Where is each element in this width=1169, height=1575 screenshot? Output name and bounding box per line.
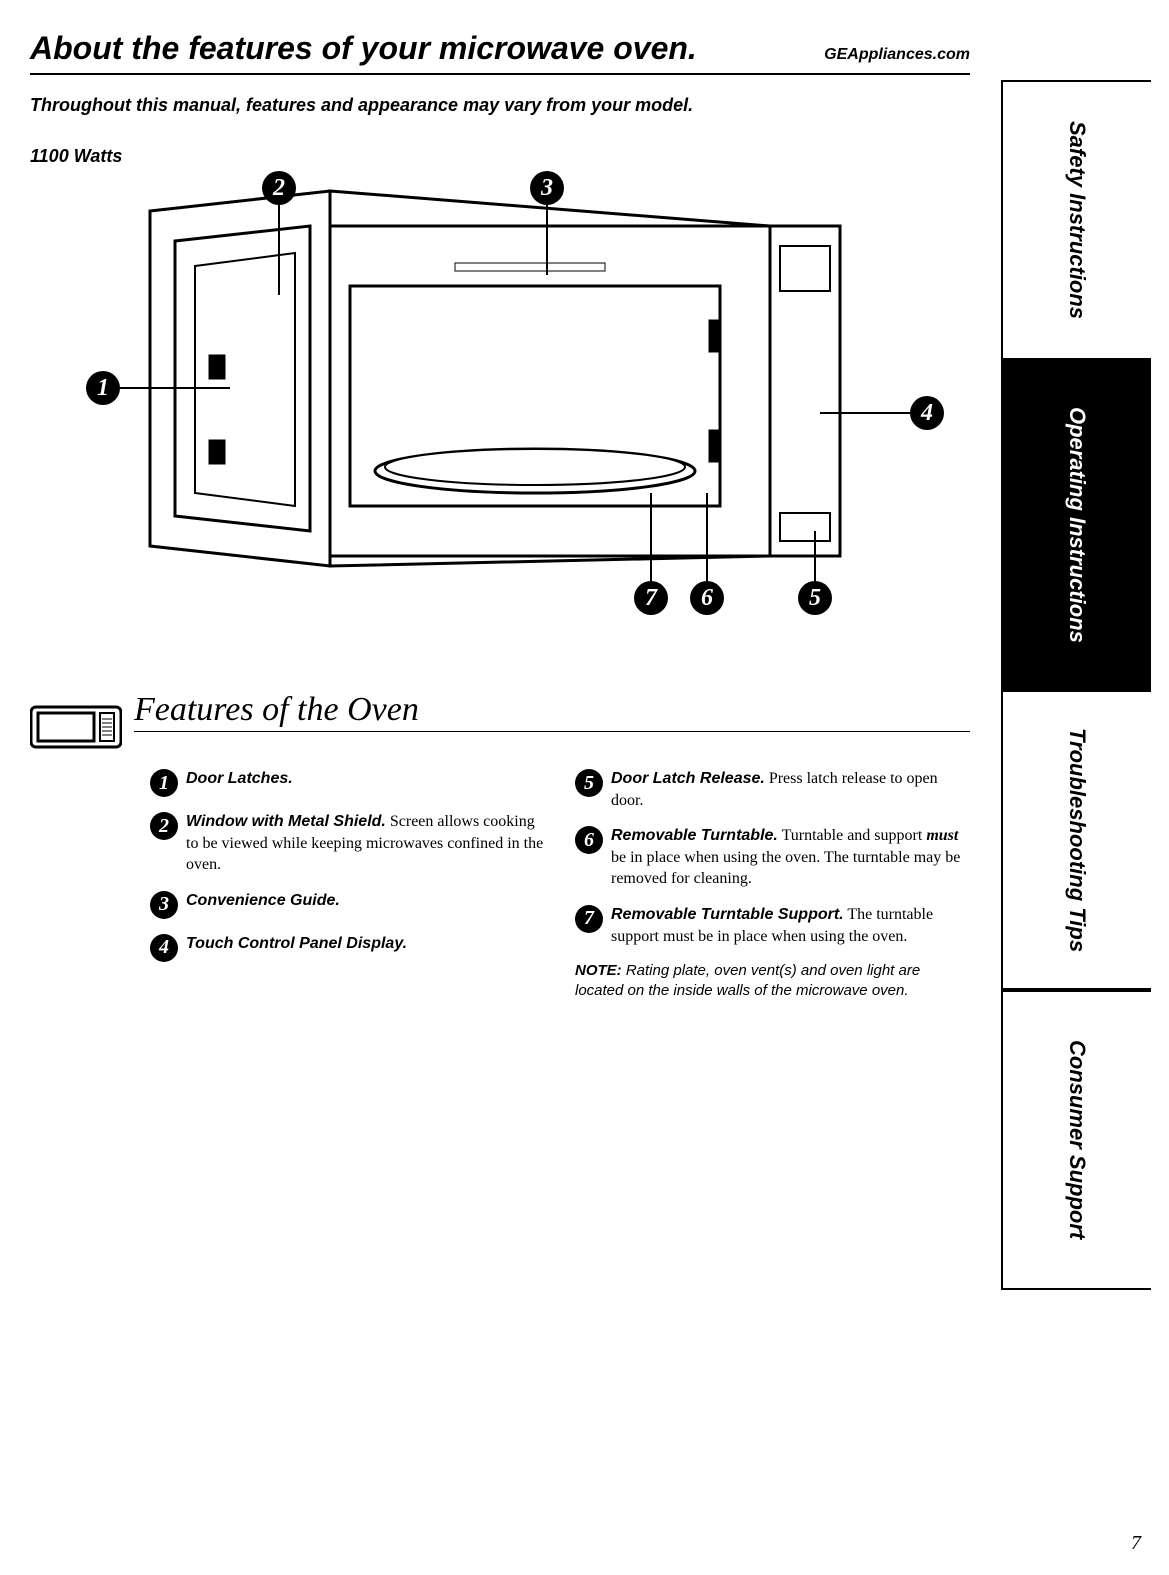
- feature-item-7: 7 Removable Turntable Support. The turnta…: [575, 904, 970, 947]
- side-tab-operating-instructions[interactable]: Operating Instructions: [1001, 360, 1151, 690]
- feature-bullet: 2: [150, 812, 178, 840]
- feature-em: must: [926, 827, 958, 844]
- feature-label: Removable Turntable.: [611, 827, 778, 844]
- feature-bullet: 4: [150, 934, 178, 962]
- brand-url: GEAppliances.com: [824, 46, 970, 64]
- callout-leader-6: [706, 493, 708, 581]
- callout-5: 5: [798, 581, 832, 615]
- feature-item-6: 6 Removable Turntable. Turntable and supp…: [575, 825, 970, 890]
- side-tab-consumer-support[interactable]: Consumer Support: [1001, 990, 1151, 1290]
- feature-label: Removable Turntable Support.: [611, 906, 844, 923]
- callout-leader-2: [278, 205, 280, 295]
- callout-1: 1: [86, 371, 120, 405]
- microwave-svg: [30, 171, 950, 631]
- note-label: NOTE:: [575, 962, 622, 979]
- callout-leader-1: [120, 387, 230, 389]
- section-title: Features of the Oven: [134, 691, 970, 732]
- feature-bullet: 6: [575, 826, 603, 854]
- feature-bullet: 5: [575, 769, 603, 797]
- callout-7: 7: [634, 581, 668, 615]
- feature-text: Window with Metal Shield. Screen allows …: [186, 811, 545, 876]
- feature-bullet: 1: [150, 769, 178, 797]
- feature-text: Door Latches.: [186, 768, 293, 790]
- side-tab-troubleshooting-tips[interactable]: Troubleshooting Tips: [1001, 690, 1151, 990]
- feature-item-3: 3 Convenience Guide.: [150, 890, 545, 919]
- microwave-diagram: 1 2 3 4 5 67: [30, 171, 950, 631]
- note: NOTE: Rating plate, oven vent(s) and ove…: [575, 961, 970, 1002]
- callout-leader-3: [546, 205, 548, 275]
- side-tab-safety-instructions[interactable]: Safety Instructions: [1001, 80, 1151, 360]
- feature-label: Touch Control Panel Display.: [186, 935, 407, 952]
- callout-2: 2: [262, 171, 296, 205]
- callout-leader-4: [820, 412, 910, 414]
- feature-text: Touch Control Panel Display.: [186, 933, 407, 955]
- feature-item-5: 5 Door Latch Release. Press latch release…: [575, 768, 970, 811]
- callout-leader-7: [650, 493, 652, 581]
- page-title: About the features of your microwave ove…: [30, 30, 697, 67]
- feature-item-1: 1 Door Latches.: [150, 768, 545, 797]
- callout-6: 6: [690, 581, 724, 615]
- page-number: 7: [1131, 1532, 1141, 1555]
- feature-bullet: 3: [150, 891, 178, 919]
- side-tabs: Safety InstructionsOperating Instruction…: [1001, 80, 1151, 1290]
- feature-label: Door Latches.: [186, 770, 293, 787]
- feature-label: Door Latch Release.: [611, 770, 765, 787]
- feature-item-2: 2 Window with Metal Shield. Screen allows…: [150, 811, 545, 876]
- features-col-left: 1 Door Latches. 2 Window with Metal Shield.…: [150, 768, 545, 1002]
- feature-item-4: 4 Touch Control Panel Display.: [150, 933, 545, 962]
- feature-text: Removable Turntable Support. The turntab…: [611, 904, 970, 947]
- features-col-right: 5 Door Latch Release. Press latch release…: [575, 768, 970, 1002]
- watts-label: 1100 Watts: [30, 146, 970, 167]
- feature-bullet: 7: [575, 905, 603, 933]
- callout-3: 3: [530, 171, 564, 205]
- feature-label: Window with Metal Shield.: [186, 813, 386, 830]
- feature-text: Convenience Guide.: [186, 890, 340, 912]
- callout-4: 4: [910, 396, 944, 430]
- subtitle: Throughout this manual, features and app…: [30, 95, 970, 116]
- feature-text: Removable Turntable. Turntable and suppo…: [611, 825, 970, 890]
- feature-label: Convenience Guide.: [186, 892, 340, 909]
- feature-text: Door Latch Release. Press latch release …: [611, 768, 970, 811]
- features-columns: 1 Door Latches. 2 Window with Metal Shield.…: [150, 768, 970, 1002]
- title-row: About the features of your microwave ove…: [30, 30, 970, 75]
- microwave-mini-icon: [30, 701, 122, 758]
- callout-leader-5: [814, 531, 816, 581]
